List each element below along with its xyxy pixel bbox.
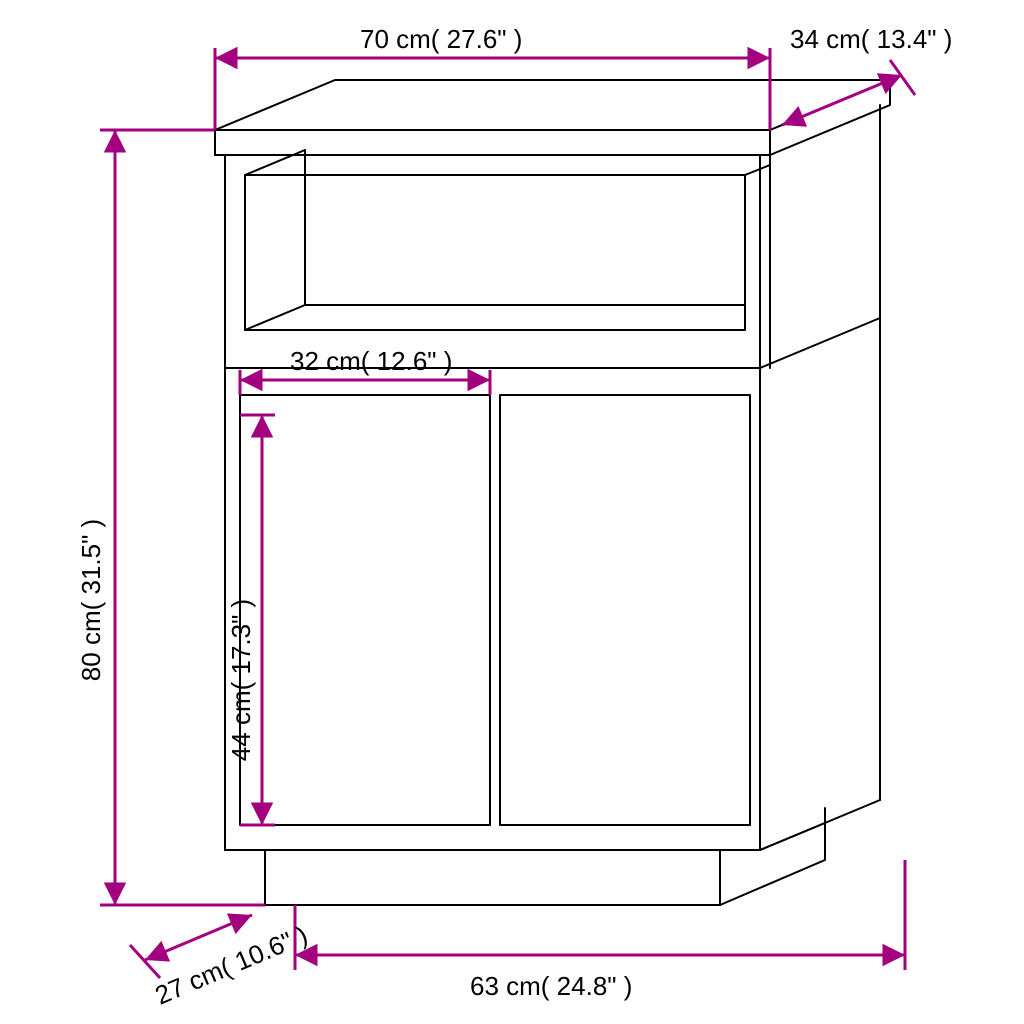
label-top-depth: 34 cm( 13.4" ) [790,24,952,54]
label-top-width: 70 cm( 27.6" ) [360,24,522,54]
label-height: 80 cm( 31.5" ) [76,519,106,681]
dimension-diagram: 70 cm( 27.6" ) 34 cm( 13.4" ) 80 cm( 31.… [0,0,1024,1024]
label-door-height: 44 cm( 17.3" ) [226,599,256,761]
label-base-depth: 27 cm( 10.6" ) [151,919,312,1010]
label-base-width: 63 cm( 24.8" ) [470,971,632,1001]
cabinet-outline [215,80,890,905]
label-door-width: 32 cm( 12.6" ) [290,346,452,376]
dimension-lines [100,48,915,978]
